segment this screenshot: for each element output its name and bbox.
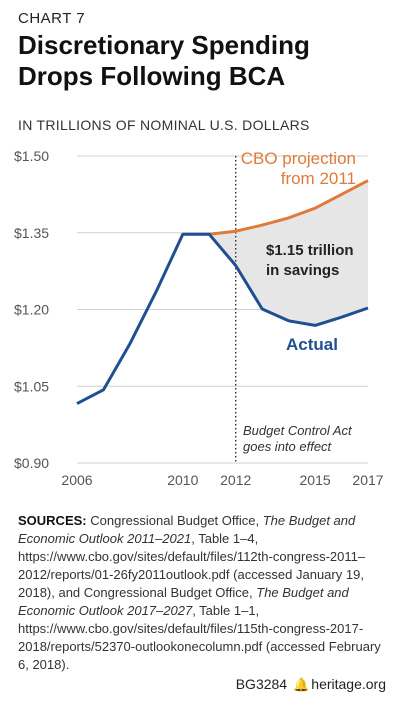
savings-shaded-area [209, 180, 368, 326]
sources-text-1: Congressional Budget Office, [86, 513, 263, 528]
x-tick-label: 2010 [167, 472, 198, 488]
chart-title-line2: Drops Following BCA [18, 61, 286, 91]
sources-text-3: , Table 1–1, https://www.cbo.gov/sites/d… [18, 603, 381, 672]
x-tick-label: 2017 [352, 472, 383, 488]
annotation-cbo-line1: CBO projection [241, 149, 356, 168]
sources-title-2: The Budget and Economic Outlook 2017–202… [18, 585, 349, 618]
annotation-savings-line2: in savings [266, 262, 339, 279]
y-tick-label: $1.20 [14, 302, 49, 318]
annotation-savings-line1: $1.15 trillion [266, 242, 354, 259]
sources-label: SOURCES: [18, 513, 87, 528]
annotation-bca-line2: goes into effect [243, 439, 333, 454]
chart-title: Discretionary Spending Drops Following B… [18, 30, 388, 92]
axis-ticks: $0.90 $1.05 $1.20 $1.35 $1.50 2006 2010 2012 201… [14, 148, 384, 488]
y-tick-label: $0.90 [14, 455, 49, 471]
bell-icon: 🔔 [293, 677, 310, 692]
x-tick-label: 2006 [61, 472, 92, 488]
report-code: BG3284 [235, 676, 288, 692]
x-tick-label: 2015 [300, 472, 331, 488]
annotation-bca-line1: Budget Control Act [243, 423, 353, 438]
series-line-cbo-projection [209, 179, 369, 236]
y-tick-label: $1.50 [14, 148, 49, 164]
chart-units: IN TRILLIONS OF NOMINAL U.S. DOLLARS [18, 117, 310, 133]
x-tick-label: 2012 [220, 472, 251, 488]
sources-title-1: The Budget and Economic Outlook 2011–202… [18, 513, 356, 546]
sources-text-2: , Table 1–4, https://www.cbo.gov/sites/d… [18, 531, 366, 600]
chart-title-line1: Discretionary Spending [18, 30, 310, 60]
chart-number: CHART 7 [18, 10, 86, 27]
sources-note: SOURCES: Congressional Budget Office, Th… [18, 512, 386, 674]
y-tick-label: $1.35 [14, 225, 49, 241]
footer: BG3284 🔔 heritage.org [236, 676, 386, 693]
line-chart: $0.90 $1.05 $1.20 $1.35 $1.50 2006 2010 2012 201… [14, 148, 384, 488]
series-line-actual [76, 232, 369, 405]
site-link[interactable]: heritage.org [311, 676, 386, 692]
annotation-actual: Actual [286, 335, 338, 354]
y-tick-label: $1.05 [14, 378, 49, 394]
annotation-cbo-line2: from 2011 [281, 169, 356, 188]
